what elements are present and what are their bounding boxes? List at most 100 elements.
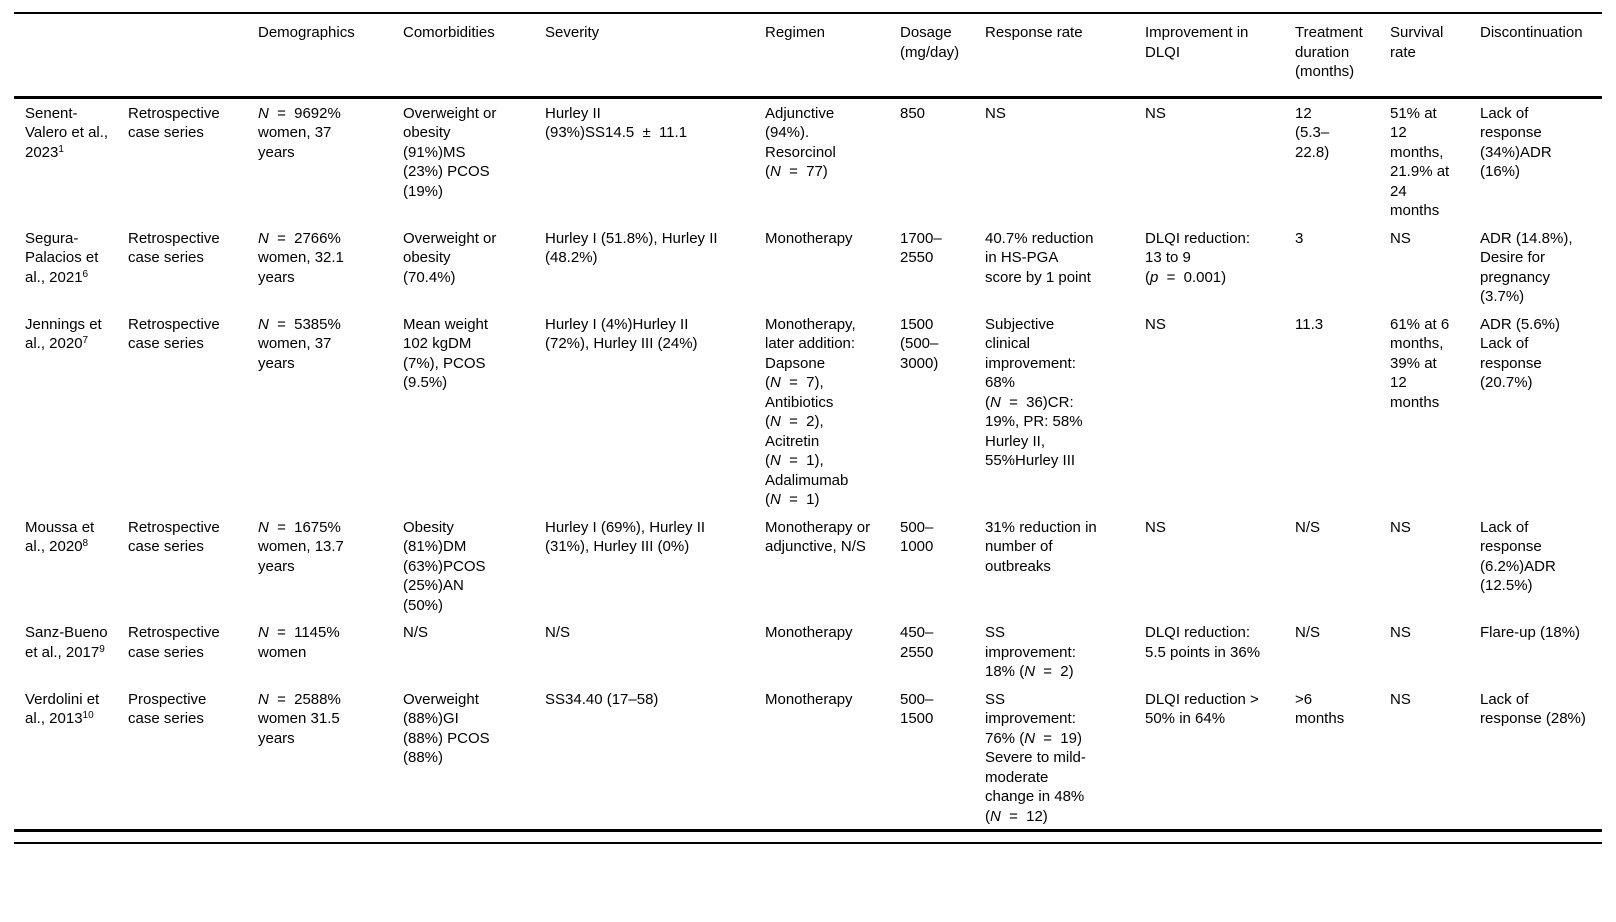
table-bottom-rule [14,842,1602,844]
cell-response-rate: SS improvement: 76% (N = 19) Severe to mil… [985,690,1086,825]
cell-study: Sanz-Bueno et al., 20179 [14,618,128,685]
cell-survival-rate: 61% at 6 months, 39% at 12 months [1390,315,1450,411]
cell-survival-rate: NS [1390,229,1411,247]
study-citation: Segura-Palacios et al., 2021 [25,229,99,286]
cell-dlqi-improvement: NS [1145,518,1166,536]
study-citation: Sanz-Bueno et al., 2017 [25,624,108,661]
cell-dosage: 850 [900,104,926,122]
cell-response-rate: SS improvement: 18% (N = 2) [985,624,1076,680]
reference-mark: 9 [99,643,105,655]
cell-dlqi-improvement: DLQI reduction > 50% in 64% [1145,690,1259,728]
col-header-demographics: Demographics [258,24,355,41]
cell-dosage: 450–2550 [900,624,934,661]
cell-design: Retrospective case series [128,624,220,661]
cell-study: Verdolini et al., 201310 [14,685,128,831]
cell-severity: Hurley I (4%)Hurley II (72%), Hurley III… [545,315,698,353]
col-header-regimen: Regimen [765,24,826,41]
reference-mark: 8 [82,538,89,549]
studies-table: Demographics Comorbidities Severity Regi… [14,12,1602,832]
cell-treatment-duration: >6 months [1295,690,1345,728]
col-header-survival-rate: Survival rate [1390,24,1444,61]
cell-survival-rate: NS [1390,518,1411,536]
cell-discontinuation: ADR (14.8%), Desire for pregnancy (3.7%) [1480,229,1573,306]
cell-study: Senent-Valero et al., 20231 [14,97,128,224]
table-row: Verdolini et al., 201310 Prospective cas… [14,685,1602,831]
cell-discontinuation: ADR (5.6%) Lack of response (20.7%) [1480,315,1561,392]
reference-mark: 1 [58,143,64,155]
cell-response-rate: 31% reduction in number of outbreaks [985,518,1097,575]
table-row: Segura-Palacios et al., 20216 Retrospect… [14,224,1602,310]
cell-treatment-duration: 11.3 [1295,315,1324,333]
cell-survival-rate: 51% at 12 months, 21.9% at 24 months [1390,104,1450,220]
cell-dlqi-improvement: DLQI reduction: 5.5 points in 36% [1145,624,1261,661]
study-citation: Senent-Valero et al., 2023 [25,104,109,161]
cell-treatment-duration: N/S [1295,624,1321,641]
cell-dosage: 1700–2550 [900,229,942,267]
cell-severity: SS34.40 (17–58) [545,690,659,708]
col-header-comorbidities: Comorbidities [403,24,495,41]
cell-treatment-duration: N/S [1295,518,1321,536]
cell-regimen: Monotherapy [765,690,853,708]
cell-dlqi-improvement: DLQI reduction: 13 to 9 (p = 0.001) [1145,229,1251,286]
cell-design: Retrospective case series [128,229,220,267]
table-row: Jennings et al., 20207 Retrospective cas… [14,310,1602,513]
col-header-severity: Severity [545,24,600,41]
col-header-dosage: Dosage (mg/day) [900,24,960,61]
cell-regimen: Monotherapy [765,229,853,247]
col-header-treatment-duration: Treatment duration (months) [1295,24,1363,80]
study-citation: Jennings et al., 2020 [25,315,102,353]
cell-design: Retrospective case series [128,315,220,353]
study-citation: Verdolini et al., 2013 [25,690,100,728]
cell-severity: Hurley I (69%), Hurley II (31%), Hurley … [545,518,706,556]
table-header-row: Demographics Comorbidities Severity Regi… [14,13,1602,97]
cell-severity: Hurley I (51.8%), Hurley II (48.2%) [545,229,718,267]
cell-dosage: 500–1000 [900,518,934,556]
cell-study: Jennings et al., 20207 [14,310,128,513]
cell-discontinuation: Lack of response (34%)ADR (16%) [1480,104,1552,181]
cell-study: Segura-Palacios et al., 20216 [14,224,128,310]
col-header-response-rate: Response rate [985,24,1083,41]
cell-regimen: Adjunctive (94%). Resorcinol (N = 77) [765,104,836,181]
cell-severity: Hurley II (93%)SS14.5 ±11.1 [545,104,688,142]
cell-regimen: Monotherapy or adjunctive, N/S [765,518,871,556]
cell-comorbidities: N/S [403,624,429,641]
reference-mark: 6 [82,268,89,280]
cell-treatment-duration: 12 (5.3–22.8) [1295,104,1330,161]
cell-response-rate: 40.7% reduction in HS-PGA score by 1 poi… [985,229,1094,286]
col-header-discontinuation: Discontinuation [1480,24,1583,41]
cell-response-rate: Subjective clinical improvement: 68% (N =… [985,315,1083,470]
col-header-design [128,13,258,97]
table-row: Moussa et al., 20208 Retrospective case … [14,513,1602,619]
cell-survival-rate: NS [1390,624,1411,641]
cell-comorbidities: Obesity (81%)DM (63%)PCOS (25%)AN (50%) [403,518,486,614]
table-row: Sanz-Bueno et al., 20179 Retrospective c… [14,618,1602,685]
cell-demographics: N = 2766% women, 32.1 years [258,229,344,286]
reference-mark: 7 [82,335,89,346]
study-citation: Moussa et al., 2020 [25,518,95,556]
cell-comorbidities: Overweight (88%)GI (88%) PCOS (88%) [403,690,490,767]
cell-discontinuation: Flare-up (18%) [1480,624,1581,641]
cell-demographics: N = 5385% women, 37 years [258,315,341,372]
cell-demographics: N = 1145% women [258,624,340,661]
cell-study: Moussa et al., 20208 [14,513,128,619]
cell-dlqi-improvement: NS [1145,104,1166,122]
cell-discontinuation: Lack of response (28%) [1480,690,1586,728]
reference-mark: 10 [82,710,94,721]
cell-response-rate: NS [985,104,1006,122]
cell-comorbidities: Overweight or obesity (70.4%) [403,229,497,286]
cell-dosage: 500–1500 [900,690,934,728]
cell-dlqi-improvement: NS [1145,315,1166,333]
cell-regimen: Monotherapy [765,624,853,641]
cell-demographics: N = 1675% women, 13.7 years [258,518,344,575]
cell-severity: N/S [545,624,571,641]
cell-survival-rate: NS [1390,690,1411,708]
cell-demographics: N = 2588% women 31.5 years [258,690,341,747]
cell-dosage: 1500 (500–3000) [900,315,939,372]
cell-comorbidities: Overweight or obesity (91%)MS (23%) PCOS… [403,104,497,200]
cell-discontinuation: Lack of response (6.2%)ADR (12.5%) [1480,518,1556,595]
cell-regimen: Monotherapy, later addition: Dapsone (N =… [765,315,856,509]
table-row: Senent-Valero et al., 20231 Retrospectiv… [14,97,1602,224]
col-header-dlqi-improvement: Improvement in DLQI [1145,24,1249,61]
cell-demographics: N = 9692% women, 37 years [258,104,341,161]
